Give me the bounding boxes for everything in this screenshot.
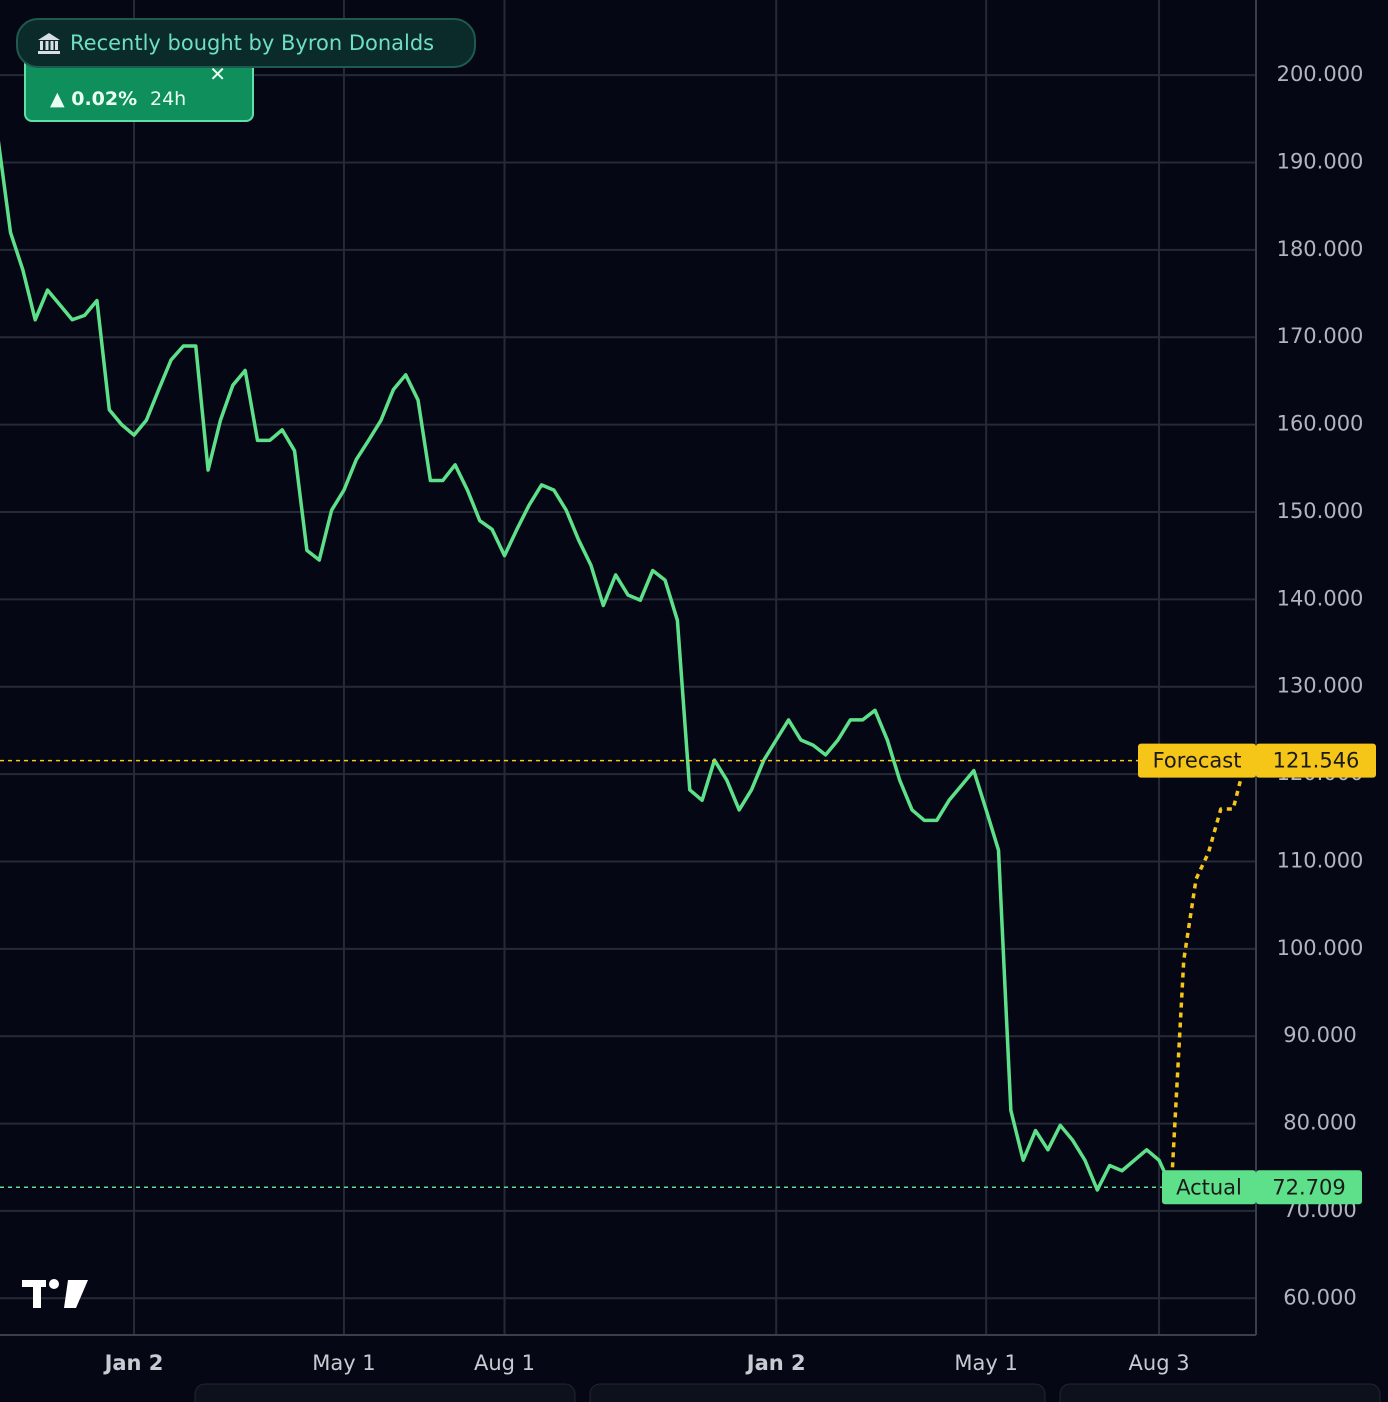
value-label: 72.709 — [1272, 1175, 1345, 1199]
legend-label: Forecast — [1153, 749, 1242, 773]
tv-logo — [22, 1279, 88, 1308]
y-tick-label: 190.000 — [1277, 150, 1364, 174]
x-tick-label: Aug 1 — [474, 1351, 535, 1375]
x-tick-label: May 1 — [312, 1351, 375, 1375]
x-tick-label: Aug 3 — [1129, 1351, 1190, 1375]
y-tick-label: 90.000 — [1283, 1023, 1356, 1047]
legend-badge — [1138, 743, 1256, 778]
y-tick-label: 140.000 — [1277, 586, 1364, 610]
legend-label: Actual — [1176, 1175, 1242, 1199]
series-line — [0, 140, 1173, 1192]
bottom-strip — [194, 1383, 1381, 1402]
close-button[interactable]: ✕ — [209, 62, 226, 86]
y-tick-label: 170.000 — [1277, 324, 1364, 348]
y-tick-label: 160.000 — [1277, 412, 1364, 436]
value-label: 121.546 — [1273, 749, 1360, 773]
value-badge — [1256, 1170, 1362, 1205]
price-change: ▲ 0.02% — [50, 88, 138, 110]
x-tick-label: May 1 — [954, 1351, 1017, 1375]
y-tick-label: 100.000 — [1277, 936, 1364, 960]
legend-badge — [1162, 1170, 1256, 1205]
y-tick-label: 180.000 — [1277, 237, 1364, 261]
notification-text: Recently bought by Byron Donalds — [70, 31, 435, 55]
grid — [0, 0, 1256, 1335]
x-tick-label: Jan 2 — [745, 1351, 806, 1375]
bank-icon — [38, 33, 60, 54]
y-tick-label: 110.000 — [1277, 848, 1364, 872]
y-tick-label: 200.000 — [1277, 62, 1364, 86]
y-tick-label: 80.000 — [1283, 1111, 1356, 1135]
y-tick-label: 150.000 — [1277, 499, 1364, 523]
y-tick-label: 130.000 — [1277, 674, 1364, 698]
notification[interactable]: Recently bought by Byron Donalds — [16, 18, 476, 68]
y-tick-label: 60.000 — [1283, 1285, 1356, 1309]
x-tick-label: Jan 2 — [103, 1351, 164, 1375]
value-badge — [1256, 743, 1376, 778]
price-period: 24h — [150, 88, 187, 110]
